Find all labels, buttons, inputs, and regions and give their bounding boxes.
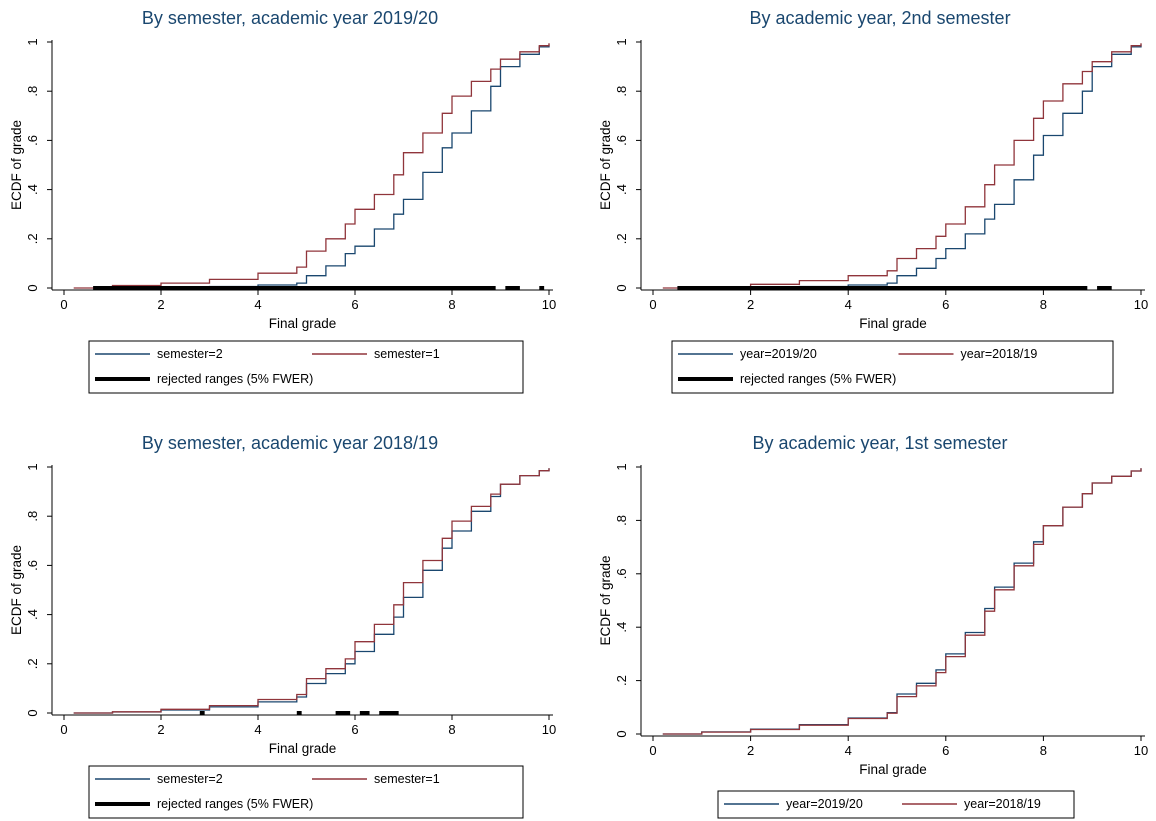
y-tick-label: .2 <box>25 658 40 669</box>
y-tick-label: .6 <box>614 568 629 579</box>
y-tick-label: .4 <box>614 622 629 633</box>
series-line-1 <box>662 468 1142 735</box>
series-line-1 <box>73 468 550 714</box>
series-line-2 <box>73 468 550 714</box>
y-tick-label: .4 <box>25 184 40 195</box>
y-tick-label: 0 <box>25 284 40 291</box>
y-tick-label: .4 <box>614 184 629 195</box>
y-axis-title: ECDF of grade <box>598 120 613 210</box>
y-tick-label: .6 <box>25 560 40 571</box>
legend-label: semester=2 <box>157 772 223 786</box>
x-tick-label: 2 <box>747 297 754 312</box>
legend-label: semester=1 <box>374 772 440 786</box>
x-tick-label: 2 <box>747 743 754 758</box>
y-tick-label: .8 <box>25 86 40 97</box>
chart-title: By academic year, 1st semester <box>752 433 1007 453</box>
x-tick-label: 4 <box>254 297 261 312</box>
x-tick-label: 6 <box>351 722 358 737</box>
legend-box <box>671 340 1114 394</box>
x-tick-label: 6 <box>942 743 949 758</box>
x-tick-label: 10 <box>542 722 556 737</box>
y-axis-title: ECDF of grade <box>9 545 24 635</box>
x-axis-title: Final grade <box>859 316 927 331</box>
chart-title: By semester, academic year 2019/20 <box>142 8 438 28</box>
chart-panel-4: By academic year, 1st semester 0 2 4 6 8 10 0 .2… <box>598 433 1148 819</box>
legend-label: rejected ranges (5% FWER) <box>157 797 313 811</box>
chart-panel-3: By semester, academic year 2018/19 0 2 4 6 8 1… <box>9 433 556 819</box>
y-tick-label: .2 <box>25 233 40 244</box>
x-tick-label: 4 <box>254 722 261 737</box>
x-tick-label: 0 <box>60 297 67 312</box>
y-tick-label: .2 <box>614 675 629 686</box>
chart-panel-1: By semester, academic year 2019/20 0 2 4 6 8 1… <box>9 8 556 394</box>
y-tick-label: .6 <box>25 135 40 146</box>
x-tick-label: 0 <box>649 743 656 758</box>
x-tick-label: 2 <box>157 722 164 737</box>
y-tick-label: 0 <box>614 284 629 291</box>
x-tick-label: 4 <box>845 743 852 758</box>
y-tick-label: .8 <box>614 515 629 526</box>
x-tick-label: 6 <box>351 297 358 312</box>
y-tick-label: 1 <box>614 38 629 45</box>
y-tick-label: 1 <box>25 38 40 45</box>
x-tick-label: 6 <box>942 297 949 312</box>
y-tick-label: .4 <box>25 609 40 620</box>
legend-label: rejected ranges (5% FWER) <box>740 372 896 386</box>
series-line-2 <box>662 468 1142 735</box>
x-tick-label: 4 <box>845 297 852 312</box>
x-axis-title: Final grade <box>859 762 927 777</box>
series-line-2 <box>662 43 1142 289</box>
y-tick-label: 0 <box>25 709 40 716</box>
legend-label: year=2019/20 <box>786 797 863 811</box>
chart-title: By academic year, 2nd semester <box>749 8 1010 28</box>
x-tick-label: 10 <box>1134 743 1148 758</box>
y-tick-label: .8 <box>25 511 40 522</box>
x-tick-label: 8 <box>1040 297 1047 312</box>
x-tick-label: 0 <box>649 297 656 312</box>
x-tick-label: 8 <box>448 297 455 312</box>
legend-box <box>88 340 524 394</box>
series-line-2 <box>73 43 550 289</box>
x-tick-label: 2 <box>157 297 164 312</box>
legend-label: year=2018/19 <box>961 347 1038 361</box>
legend-label: year=2018/19 <box>964 797 1041 811</box>
y-axis-title: ECDF of grade <box>598 555 613 645</box>
x-tick-label: 10 <box>542 297 556 312</box>
y-tick-label: 1 <box>25 463 40 470</box>
chart-panel-2: By academic year, 2nd semester 0 2 4 6 8 10 0 .2… <box>598 8 1148 394</box>
y-tick-label: .8 <box>614 86 629 97</box>
legend-label: year=2019/20 <box>740 347 817 361</box>
x-tick-label: 10 <box>1134 297 1148 312</box>
x-tick-label: 8 <box>448 722 455 737</box>
legend-label: semester=2 <box>157 347 223 361</box>
y-tick-label: 0 <box>614 730 629 737</box>
x-tick-label: 0 <box>60 722 67 737</box>
legend-label: rejected ranges (5% FWER) <box>157 372 313 386</box>
legend-label: semester=1 <box>374 347 440 361</box>
x-tick-label: 8 <box>1040 743 1047 758</box>
legend-box <box>88 765 524 819</box>
y-axis-title: ECDF of grade <box>9 120 24 210</box>
y-tick-label: 1 <box>614 463 629 470</box>
y-tick-label: .2 <box>614 233 629 244</box>
series-line-1 <box>677 44 1142 289</box>
x-axis-title: Final grade <box>269 316 337 331</box>
y-tick-label: .6 <box>614 135 629 146</box>
x-axis-title: Final grade <box>269 741 337 756</box>
chart-title: By semester, academic year 2018/19 <box>142 433 438 453</box>
